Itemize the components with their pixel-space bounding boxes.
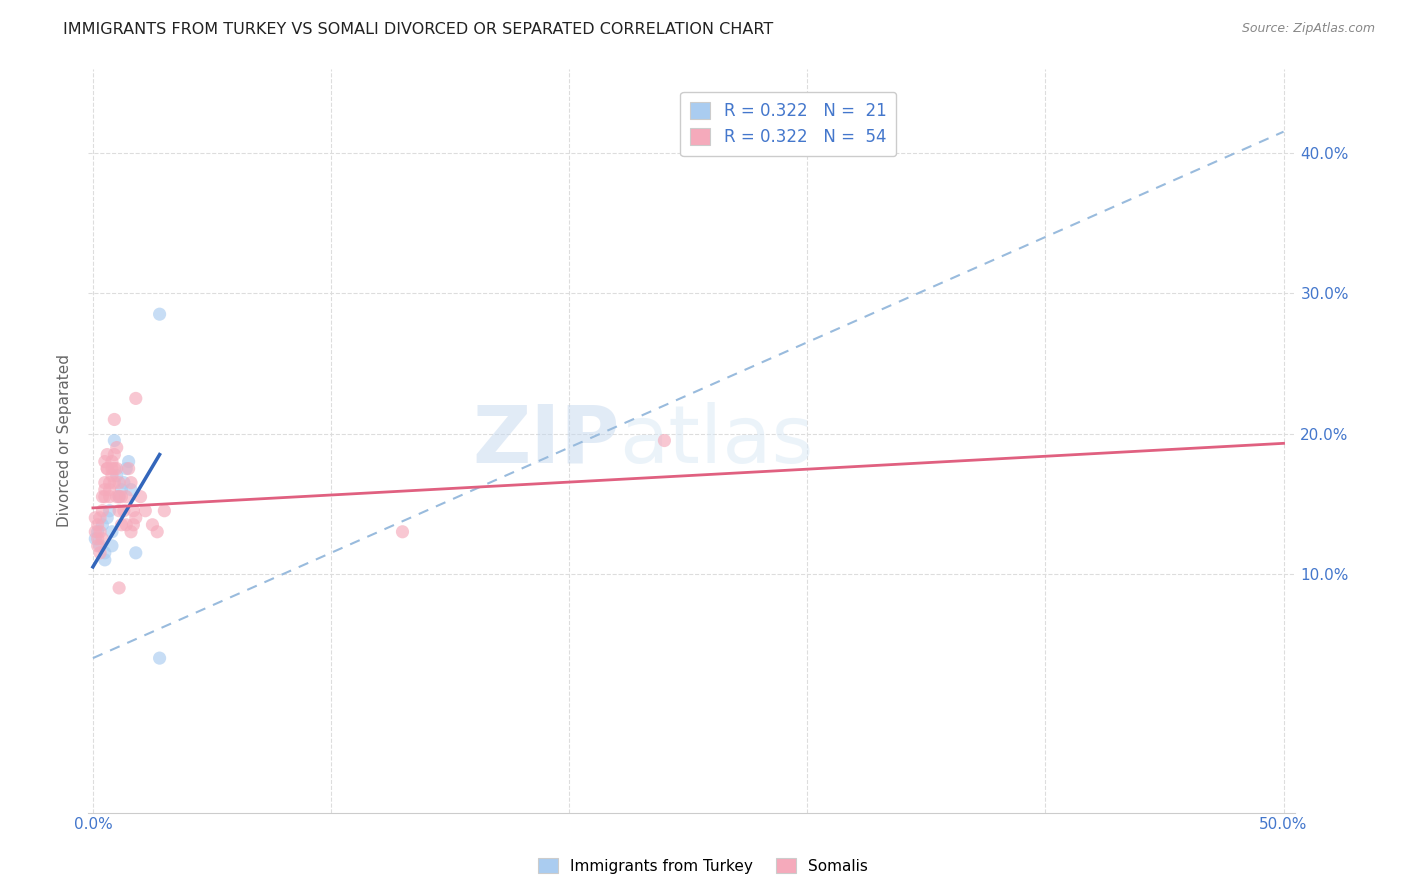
Point: [105, 490, 128, 504]
Point: [96, 448, 118, 462]
Point: [141, 517, 163, 532]
Point: [96, 461, 118, 475]
Point: [153, 504, 176, 518]
Point: [91, 532, 114, 546]
Point: [108, 504, 131, 518]
Point: [115, 490, 138, 504]
Point: [134, 504, 156, 518]
Point: [112, 504, 135, 518]
Point: [122, 517, 145, 532]
Point: [98, 483, 121, 497]
Point: [94, 475, 117, 490]
Point: [101, 461, 124, 475]
Point: [94, 546, 117, 560]
Point: [117, 461, 139, 475]
Point: [98, 504, 121, 518]
Point: [149, 651, 172, 665]
Point: [120, 483, 142, 497]
Point: [654, 434, 676, 448]
Point: [103, 434, 125, 448]
Point: [112, 475, 135, 490]
Point: [105, 441, 128, 455]
Point: [96, 461, 118, 475]
Point: [105, 468, 128, 483]
Point: [98, 490, 121, 504]
Point: [89, 524, 111, 539]
Point: [86, 517, 108, 532]
Point: [108, 581, 131, 595]
Point: [89, 510, 111, 524]
Point: [86, 539, 108, 553]
Point: [108, 475, 131, 490]
Point: [101, 524, 124, 539]
Text: IMMIGRANTS FROM TURKEY VS SOMALI DIVORCED OR SEPARATED CORRELATION CHART: IMMIGRANTS FROM TURKEY VS SOMALI DIVORCE…: [63, 22, 773, 37]
Point: [94, 483, 117, 497]
Point: [120, 524, 142, 539]
Point: [149, 307, 172, 321]
Text: Source: ZipAtlas.com: Source: ZipAtlas.com: [1241, 22, 1375, 36]
Point: [110, 490, 132, 504]
Point: [125, 546, 148, 560]
Point: [89, 539, 111, 553]
Point: [101, 454, 124, 468]
Point: [103, 475, 125, 490]
Text: atlas: atlas: [620, 401, 814, 480]
Point: [129, 490, 152, 504]
Point: [103, 461, 125, 475]
Point: [108, 490, 131, 504]
Legend: Immigrants from Turkey, Somalis: Immigrants from Turkey, Somalis: [531, 852, 875, 880]
Point: [110, 483, 132, 497]
Point: [98, 475, 121, 490]
Point: [125, 392, 148, 406]
Y-axis label: Divorced or Separated: Divorced or Separated: [58, 354, 72, 527]
Point: [84, 532, 107, 546]
Point: [84, 510, 107, 524]
Point: [108, 490, 131, 504]
Point: [115, 461, 138, 475]
Point: [146, 524, 169, 539]
Point: [115, 517, 138, 532]
Point: [86, 532, 108, 546]
Point: [391, 524, 413, 539]
Point: [94, 490, 117, 504]
Point: [110, 517, 132, 532]
Point: [101, 468, 124, 483]
Legend: R = 0.322   N =  21, R = 0.322   N =  54: R = 0.322 N = 21, R = 0.322 N = 54: [681, 92, 897, 156]
Text: ZIP: ZIP: [472, 401, 620, 480]
Point: [91, 517, 114, 532]
Point: [120, 475, 142, 490]
Point: [103, 412, 125, 426]
Point: [91, 490, 114, 504]
Point: [96, 510, 118, 524]
Point: [103, 448, 125, 462]
Point: [94, 553, 117, 567]
Point: [91, 504, 114, 518]
Point: [105, 461, 128, 475]
Point: [89, 546, 111, 560]
Point: [84, 524, 107, 539]
Point: [117, 454, 139, 468]
Point: [94, 454, 117, 468]
Point: [86, 524, 108, 539]
Point: [122, 504, 145, 518]
Point: [101, 539, 124, 553]
Point: [125, 510, 148, 524]
